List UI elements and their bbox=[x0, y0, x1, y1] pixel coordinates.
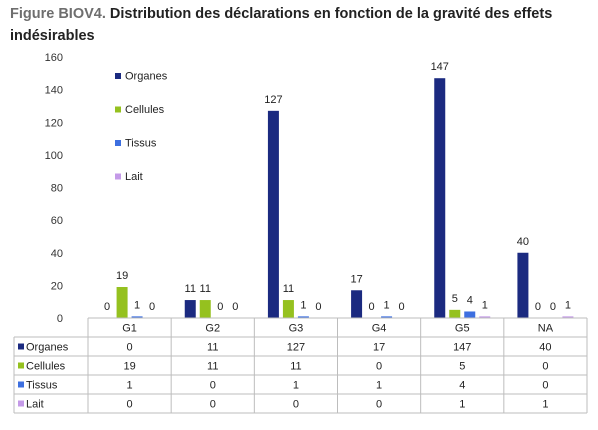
table-cell: 127 bbox=[287, 342, 305, 354]
table-cell: 0 bbox=[293, 399, 299, 411]
bar bbox=[267, 110, 279, 318]
table-cell: 0 bbox=[210, 399, 216, 411]
legend-swatch bbox=[115, 73, 121, 79]
table-legend-swatch bbox=[18, 343, 24, 350]
bar bbox=[449, 309, 461, 318]
figure-number: Figure BIOV4. bbox=[10, 6, 106, 22]
bar bbox=[184, 300, 196, 318]
y-tick-label: 80 bbox=[51, 183, 63, 195]
table-cell: 19 bbox=[123, 361, 135, 373]
table-row-label: Tissus bbox=[26, 380, 58, 392]
bar bbox=[351, 290, 363, 318]
data-label: 0 bbox=[550, 301, 556, 313]
data-label: 0 bbox=[399, 301, 405, 313]
table-row-label: Cellules bbox=[26, 361, 66, 373]
table-cell: 0 bbox=[542, 361, 548, 373]
data-label: 0 bbox=[232, 301, 238, 313]
table-cell: 1 bbox=[542, 399, 548, 411]
legend-swatch bbox=[115, 140, 121, 146]
y-tick-label: 140 bbox=[45, 85, 63, 97]
bar bbox=[562, 316, 574, 318]
y-tick-label: 60 bbox=[51, 215, 63, 227]
table-legend-swatch bbox=[18, 400, 24, 407]
chart-title: Figure BIOV4. Distribution des déclarati… bbox=[10, 3, 570, 47]
data-label: 1 bbox=[300, 299, 306, 311]
data-label: 4 bbox=[467, 294, 473, 306]
bar bbox=[131, 316, 143, 318]
data-label: 11 bbox=[283, 283, 294, 295]
data-label: 1 bbox=[384, 299, 390, 311]
table-cell: 1 bbox=[376, 380, 382, 392]
data-label: 5 bbox=[452, 293, 458, 305]
table-cell: 11 bbox=[207, 342, 218, 354]
x-category-label: G5 bbox=[455, 323, 470, 335]
bar bbox=[282, 300, 294, 318]
data-label: 0 bbox=[217, 301, 223, 313]
table-legend-swatch bbox=[18, 362, 24, 369]
data-label: 19 bbox=[116, 270, 128, 282]
table-cell: 0 bbox=[210, 380, 216, 392]
legend-swatch bbox=[115, 106, 121, 113]
data-label: 0 bbox=[535, 301, 541, 313]
x-category-label: G2 bbox=[205, 323, 220, 335]
figure-title: Distribution des déclarations en fonctio… bbox=[10, 6, 553, 44]
data-label: 147 bbox=[431, 61, 449, 73]
table-cell: 0 bbox=[542, 380, 548, 392]
data-label: 1 bbox=[482, 299, 488, 311]
legend-label: Lait bbox=[125, 171, 143, 183]
data-label: 0 bbox=[104, 301, 110, 313]
legend-label: Tissus bbox=[125, 138, 157, 150]
table-row-label: Organes bbox=[26, 342, 69, 354]
table-cell: 11 bbox=[290, 361, 301, 373]
data-label: 1 bbox=[565, 299, 571, 311]
data-label: 0 bbox=[369, 301, 375, 313]
x-category-label: NA bbox=[538, 323, 554, 335]
bar bbox=[517, 252, 529, 318]
table-cell: 17 bbox=[373, 342, 385, 354]
table-cell: 11 bbox=[207, 361, 218, 373]
bar bbox=[479, 316, 491, 318]
y-tick-label: 20 bbox=[51, 280, 63, 292]
table-row-label: Lait bbox=[26, 399, 44, 411]
bar bbox=[116, 287, 128, 318]
bar bbox=[464, 311, 476, 318]
data-label: 40 bbox=[517, 236, 529, 248]
table-cell: 1 bbox=[127, 380, 133, 392]
table-cell: 147 bbox=[453, 342, 471, 354]
table-cell: 40 bbox=[539, 342, 551, 354]
data-label: 127 bbox=[264, 94, 282, 106]
data-label: 0 bbox=[149, 301, 155, 313]
table-cell: 1 bbox=[459, 399, 465, 411]
y-tick-label: 120 bbox=[45, 117, 63, 129]
bar bbox=[199, 300, 211, 318]
y-tick-label: 100 bbox=[45, 150, 63, 162]
data-label: 17 bbox=[350, 273, 362, 285]
x-category-label: G3 bbox=[289, 323, 304, 335]
bar bbox=[434, 78, 446, 318]
x-category-label: G4 bbox=[372, 323, 387, 335]
legend-label: Organes bbox=[125, 71, 168, 83]
table-cell: 0 bbox=[127, 342, 133, 354]
bar bbox=[297, 316, 309, 318]
x-category-label: G1 bbox=[122, 323, 137, 335]
legend-swatch bbox=[115, 173, 121, 180]
table-cell: 0 bbox=[376, 399, 382, 411]
bar bbox=[381, 316, 393, 318]
legend-label: Cellules bbox=[125, 104, 165, 116]
data-label: 11 bbox=[200, 283, 211, 295]
table-cell: 4 bbox=[459, 380, 465, 392]
y-tick-label: 160 bbox=[45, 52, 63, 64]
y-tick-label: 40 bbox=[51, 248, 63, 260]
data-label: 1 bbox=[134, 299, 140, 311]
table-legend-swatch bbox=[18, 381, 24, 388]
table-cell: 1 bbox=[293, 380, 299, 392]
y-tick-label: 0 bbox=[57, 313, 63, 325]
data-label: 0 bbox=[315, 301, 321, 313]
data-label: 11 bbox=[185, 283, 196, 295]
table-cell: 5 bbox=[459, 361, 465, 373]
table-cell: 0 bbox=[376, 361, 382, 373]
table-cell: 0 bbox=[127, 399, 133, 411]
